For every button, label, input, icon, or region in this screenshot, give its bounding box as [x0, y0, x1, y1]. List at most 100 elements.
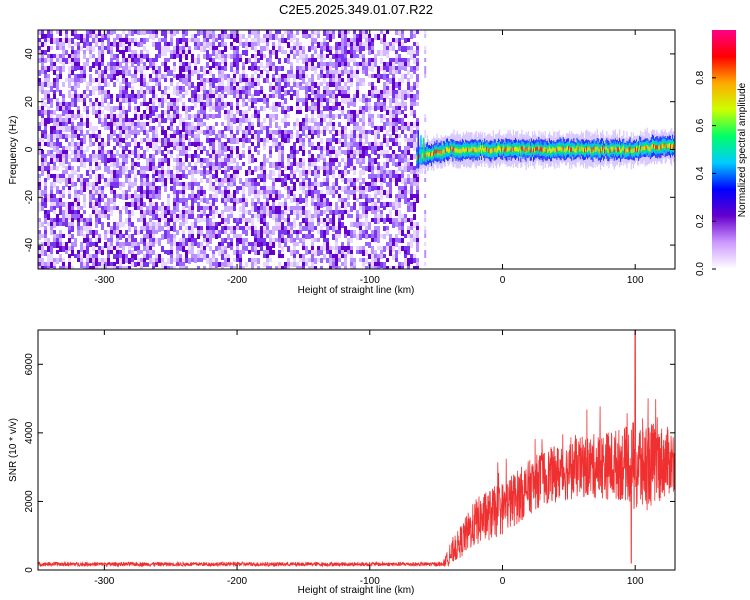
heatmap-cell — [296, 94, 299, 100]
heatmap-cell — [122, 118, 125, 122]
heatmap-cell — [38, 190, 41, 195]
heatmap-cell — [371, 266, 374, 269]
heatmap-cell — [107, 82, 110, 87]
heatmap-cell — [281, 238, 284, 243]
heatmap-cell — [260, 170, 263, 175]
heatmap-cell — [125, 206, 128, 212]
heatmap-cell — [293, 238, 296, 244]
heatmap-cell — [356, 78, 359, 84]
heatmap-cell — [275, 130, 278, 135]
heatmap-cell — [296, 198, 299, 204]
heatmap-cell — [224, 86, 227, 92]
heatmap-cell — [44, 190, 47, 194]
heatmap-cell — [245, 182, 248, 187]
heatmap-cell — [71, 202, 74, 208]
heatmap-cell — [338, 50, 341, 55]
heatmap-cell — [161, 30, 164, 36]
heatmap-cell — [137, 54, 140, 60]
heatmap-cell — [107, 138, 110, 143]
heatmap-cell — [236, 250, 239, 254]
heatmap-cell — [59, 198, 62, 204]
heatmap-cell — [119, 34, 122, 38]
heatmap-cell — [107, 198, 110, 203]
heatmap-cell — [218, 182, 221, 186]
heatmap-cell — [71, 222, 74, 227]
heatmap-cell — [200, 86, 203, 91]
heatmap-cell — [89, 78, 92, 83]
heatmap-cell — [314, 46, 317, 52]
heatmap-cell — [290, 106, 293, 111]
heatmap-cell — [200, 30, 203, 35]
heatmap-cell — [179, 174, 182, 180]
heatmap-cell — [227, 74, 230, 80]
heatmap-cell — [254, 46, 257, 52]
heatmap-cell — [263, 46, 266, 51]
heatmap-cell — [221, 50, 224, 55]
heatmap-cell — [335, 210, 338, 215]
heatmap-cell — [74, 198, 77, 204]
heatmap-cell — [62, 154, 65, 158]
heatmap-cell — [299, 174, 302, 179]
heatmap-cell — [407, 258, 410, 264]
heatmap-cell — [353, 54, 356, 59]
heatmap-cell — [254, 242, 257, 246]
heatmap-cell — [353, 70, 356, 76]
heatmap-cell — [137, 198, 140, 204]
heatmap-cell — [149, 230, 152, 234]
heatmap-cell — [59, 210, 62, 215]
heatmap-cell — [329, 50, 332, 55]
heatmap-cell — [347, 146, 350, 151]
heatmap-cell — [326, 146, 329, 152]
heatmap-cell — [185, 54, 188, 60]
heatmap-cell — [107, 62, 110, 66]
heatmap-cell — [281, 266, 284, 269]
heatmap-cell — [410, 178, 413, 184]
heatmap-cell — [269, 66, 272, 71]
heatmap-cell — [83, 162, 86, 168]
heatmap-cell — [281, 154, 284, 159]
heatmap-cell — [218, 162, 221, 167]
heatmap-cell — [149, 74, 152, 78]
heatmap-cell — [287, 134, 290, 138]
heatmap-cell — [50, 86, 53, 92]
heatmap-cell — [206, 254, 209, 259]
heatmap-cell — [71, 30, 74, 36]
heatmap-cell — [89, 46, 92, 51]
heatmap-cell — [95, 114, 98, 118]
heatmap-cell — [350, 118, 353, 124]
heatmap-cell — [302, 46, 305, 52]
heatmap-cell — [404, 66, 407, 71]
heatmap-cell — [254, 110, 257, 116]
heatmap-cell — [347, 246, 350, 250]
heatmap-cell — [89, 266, 92, 269]
heatmap-cell — [83, 150, 86, 155]
heatmap-cell — [299, 210, 302, 216]
heatmap-cell — [116, 94, 119, 99]
heatmap-cell — [185, 198, 188, 202]
heatmap-cell — [233, 266, 236, 269]
heatmap-cell — [116, 226, 119, 230]
heatmap-cell — [59, 142, 62, 148]
heatmap-cell — [326, 138, 329, 143]
heatmap-cell — [344, 42, 347, 46]
heatmap-cell — [389, 246, 392, 252]
heatmap-cell — [320, 246, 323, 251]
heatmap-cell — [152, 226, 155, 231]
heatmap-cell — [71, 218, 74, 222]
heatmap-cell — [194, 134, 197, 139]
heatmap-cell — [266, 62, 269, 68]
heatmap-cell — [308, 34, 311, 38]
heatmap-cell — [293, 158, 296, 163]
heatmap-cell — [116, 230, 119, 236]
heatmap-cell — [320, 266, 323, 269]
heatmap-cell — [272, 78, 275, 82]
heatmap-cell — [341, 134, 344, 139]
heatmap-cell — [278, 82, 281, 88]
heatmap-cell — [239, 266, 242, 269]
heatmap-cell — [338, 174, 341, 179]
heatmap-cell — [38, 78, 41, 83]
heatmap-cell — [86, 86, 89, 91]
heatmap-cell — [317, 202, 320, 208]
heatmap-cell — [356, 178, 359, 182]
heatmap-cell — [335, 166, 338, 170]
